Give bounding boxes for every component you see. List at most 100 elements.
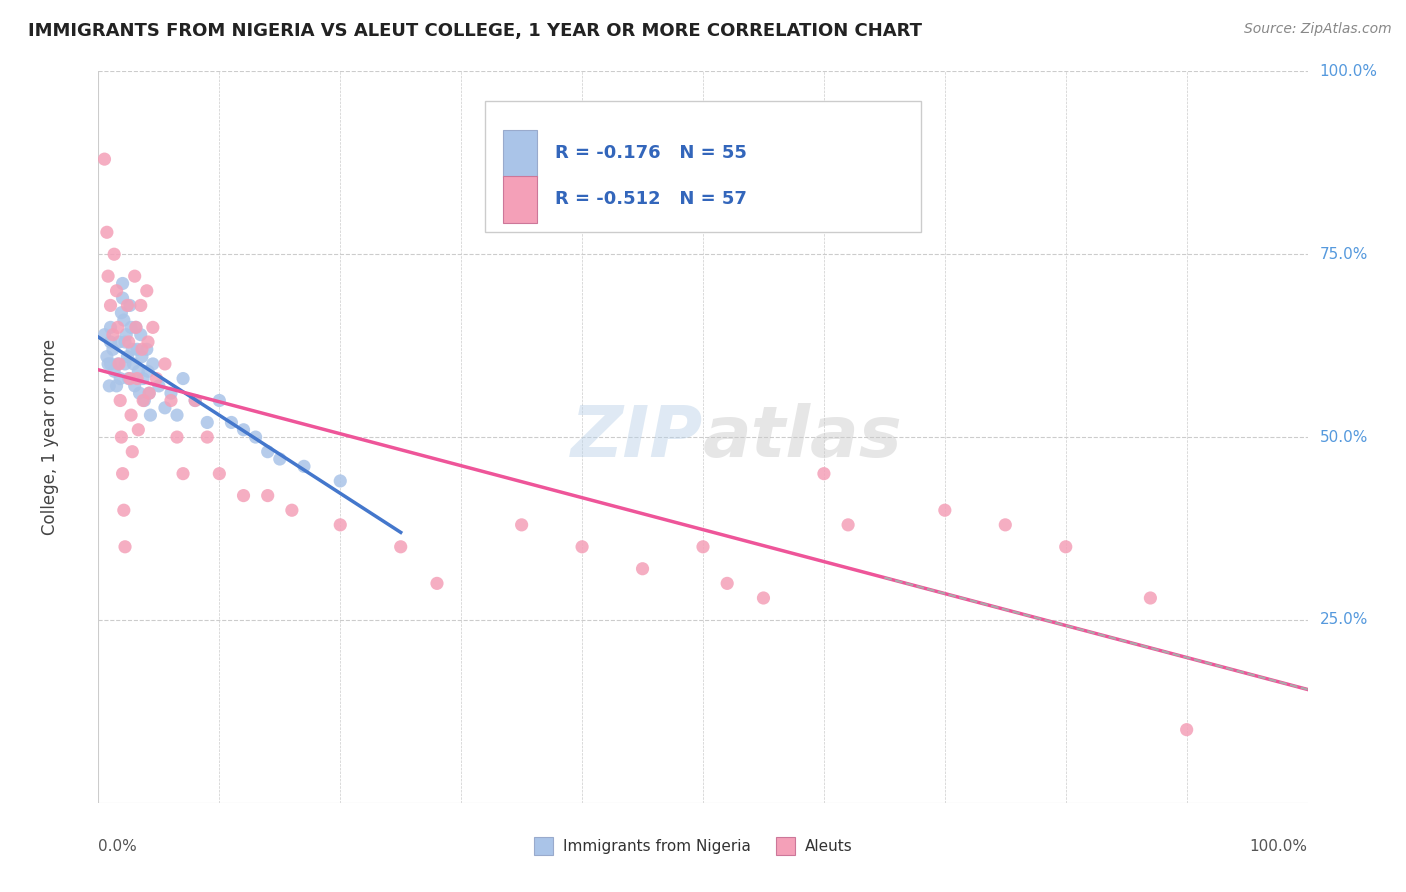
Point [118,298,141,312]
Point [114,334,136,349]
Point [208,393,231,408]
Point [131,343,153,357]
Bar [485,101,921,232]
Point [269,452,291,467]
Point [110,306,132,320]
Point [138,386,160,401]
Point [101,343,124,357]
Point [110,430,132,444]
Point [122,357,145,371]
Text: 50.0%: 50.0% [1320,430,1368,444]
Point [245,430,267,444]
Point [100,298,122,312]
Point [125,320,148,334]
Point [153,401,176,415]
Point [103,247,125,261]
Point [118,371,141,385]
Point [108,334,131,349]
Text: 75.0%: 75.0% [1320,247,1368,261]
Point [172,371,194,385]
Point [127,423,149,437]
Point [510,517,533,532]
Point [98,379,121,393]
Point [389,540,412,554]
Point [813,467,835,481]
Point [135,284,157,298]
Point [120,320,142,334]
Point [329,517,352,532]
Point [166,408,188,422]
Point [292,459,315,474]
Point [111,291,134,305]
Text: IMMIGRANTS FROM NIGERIA VS ALEUT COLLEGE, 1 YEAR OR MORE CORRELATION CHART: IMMIGRANTS FROM NIGERIA VS ALEUT COLLEGE… [28,22,922,40]
Text: 100.0%: 100.0% [1320,64,1378,78]
Point [148,379,170,393]
Point [138,386,160,401]
Point [96,225,118,239]
Point [631,562,654,576]
Text: R = -0.512   N = 57: R = -0.512 N = 57 [555,190,748,209]
Point [93,327,115,342]
Point [114,540,136,554]
Point [96,350,118,364]
Point [97,357,120,371]
Point [127,371,149,385]
Point [117,350,139,364]
Point [145,371,167,385]
Point [281,503,304,517]
Point [160,393,183,408]
Text: atlas: atlas [703,402,903,472]
Point [934,503,956,517]
Point [103,364,125,378]
Text: College, 1 year or more: College, 1 year or more [41,339,59,535]
Bar [534,838,553,855]
Point [232,489,254,503]
Point [129,298,152,312]
Point [111,277,134,291]
Point [107,357,129,371]
Point [184,393,207,408]
Point [195,416,218,430]
Point [129,327,152,342]
Text: Immigrants from Nigeria: Immigrants from Nigeria [562,838,751,854]
Point [128,386,150,401]
Point [132,371,155,385]
Point [426,576,449,591]
Point [124,379,146,393]
Point [153,357,176,371]
Point [142,320,165,334]
Point [131,350,153,364]
Point [105,379,128,393]
Point [124,269,146,284]
Point [101,327,124,342]
Point [1054,540,1077,554]
Point [114,357,136,371]
Point [108,393,131,408]
Point [105,284,128,298]
Point [121,444,143,458]
Point [107,320,129,334]
Text: 25.0%: 25.0% [1320,613,1368,627]
Point [139,408,162,422]
Point [160,386,183,401]
Point [195,430,218,444]
Point [112,503,135,517]
Point [97,269,120,284]
Point [142,357,165,371]
Point [166,430,188,444]
Point [127,364,149,378]
Point [93,152,115,166]
Point [571,540,593,554]
Bar [776,838,794,855]
Text: R = -0.176   N = 55: R = -0.176 N = 55 [555,145,748,162]
Point [125,320,148,334]
Point [112,313,135,327]
Text: Aleuts: Aleuts [804,838,852,854]
Point [221,416,243,430]
Point [1175,723,1198,737]
Point [100,357,122,371]
Point [136,364,159,378]
Point [100,334,122,349]
Point [716,576,738,591]
Point [135,343,157,357]
